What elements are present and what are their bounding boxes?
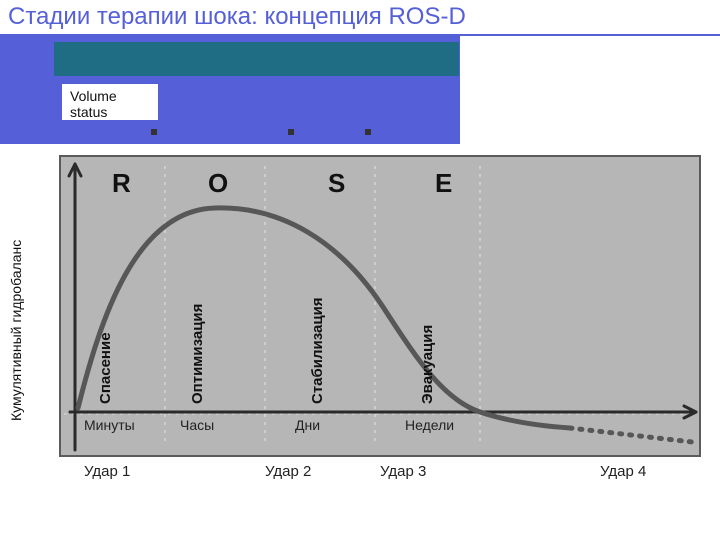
time-label: Недели: [405, 417, 454, 433]
phase-word: Эвакуация: [419, 325, 436, 404]
phase-letter: S: [328, 168, 345, 198]
time-label: Часы: [180, 417, 214, 433]
volume-status-label: Volume status: [62, 84, 158, 120]
hit-label: Удар 1: [84, 463, 130, 480]
phase-word: Спасение: [97, 332, 114, 404]
time-label: Минуты: [84, 417, 135, 433]
time-label: Дни: [295, 417, 320, 433]
chart-svg-wrap: R O S E Спасение Оптимизация Стабилизация Эваку…: [40, 150, 710, 510]
hit-label: Удар 2: [265, 463, 311, 480]
page-title: Стадии терапии шока: концепция ROS-D: [0, 0, 720, 36]
phase-letter: R: [112, 168, 131, 198]
phase-word: Оптимизация: [189, 304, 206, 404]
hit-label: Удар 4: [600, 463, 646, 480]
header-dot: [288, 129, 294, 135]
header-dot: [365, 129, 371, 135]
chart-svg: R O S E Спасение Оптимизация Стабилизация Эваку…: [40, 150, 710, 510]
phase-letter: E: [435, 168, 452, 198]
chart-area: Кумулятивный гидробаланс R O S E Спасение Опт…: [10, 150, 710, 510]
y-axis-label: Кумулятивный гидробаланс: [8, 210, 30, 450]
phase-word: Стабилизация: [309, 297, 326, 404]
phase-letter: O: [208, 168, 228, 198]
hit-label: Удар 3: [380, 463, 426, 480]
header-teal-box: [54, 42, 459, 76]
header-dot: [151, 129, 157, 135]
